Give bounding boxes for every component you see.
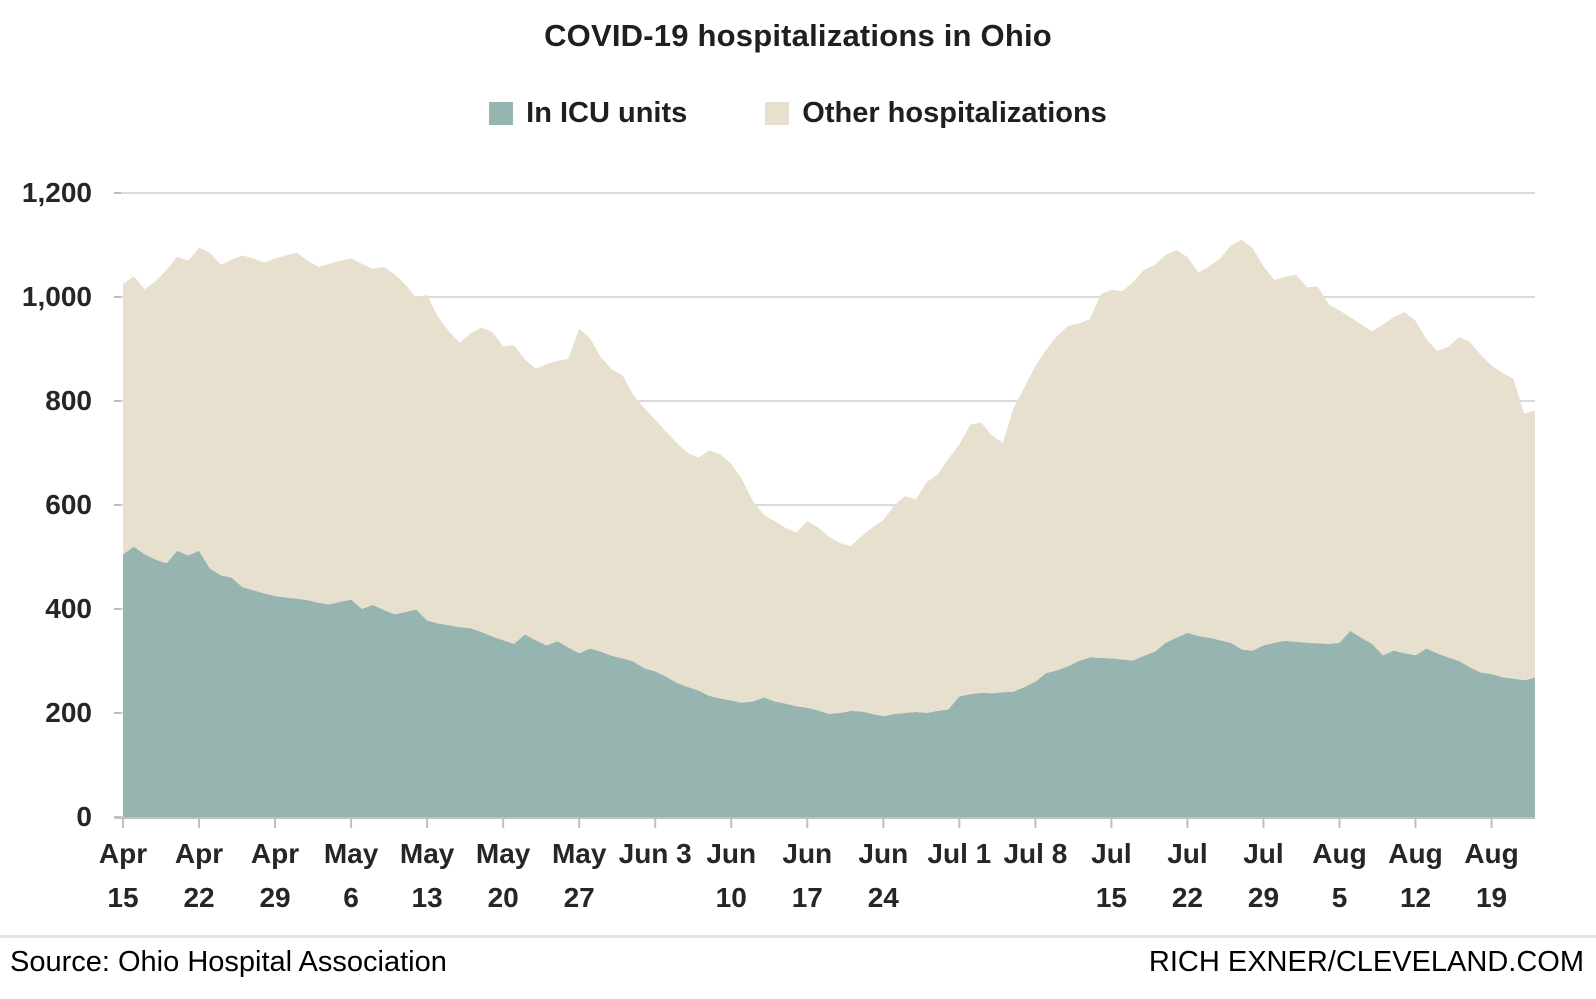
legend-item-icu: In ICU units [489, 97, 687, 130]
x-axis-label: Jun 17 [782, 838, 833, 913]
source-credit: Source: Ohio Hospital Association [10, 946, 447, 978]
icu-area [123, 546, 1535, 817]
other-area [123, 239, 1535, 717]
legend-label-other: Other hospitalizations [802, 97, 1107, 129]
y-axis-label: 1,200 [21, 177, 92, 208]
legend: In ICU units Other hospitalizations [0, 97, 1596, 130]
y-axis-label: 200 [45, 697, 92, 728]
x-axis-label: Apr 29 [250, 838, 300, 913]
legend-label-icu: In ICU units [526, 97, 688, 129]
x-axis-label: May 20 [475, 838, 531, 913]
x-axis-label: Apr 22 [174, 838, 224, 913]
y-axis-label: 0 [76, 801, 92, 832]
x-axis-label: May 27 [551, 838, 607, 913]
other-swatch-icon [765, 102, 790, 125]
page-title: COVID-19 hospitalizations in Ohio [544, 18, 1052, 53]
x-axis-label: Jul 1 [927, 838, 992, 869]
y-axis-label: 400 [45, 593, 92, 624]
x-axis-label: Jul 22 [1167, 838, 1208, 913]
legend-item-other: Other hospitalizations [765, 97, 1107, 130]
icu-swatch-icon [489, 102, 514, 125]
x-axis-label: Jun 24 [858, 838, 909, 913]
x-axis-label: May 13 [399, 838, 455, 913]
x-axis-label: Aug 19 [1464, 838, 1519, 913]
x-axis-label: Aug 12 [1388, 838, 1443, 913]
x-axis-label: Jun 3 [618, 838, 692, 869]
x-axis-label: Aug 5 [1312, 838, 1367, 913]
y-axis-label: 600 [45, 489, 92, 520]
author-credit: RICH EXNER/CLEVELAND.COM [1148, 946, 1584, 978]
x-axis-label: Jul 29 [1243, 838, 1284, 913]
x-axis-label: Jul 15 [1091, 838, 1132, 913]
x-axis-label: Apr 15 [98, 838, 148, 913]
x-axis-label: Jul 8 [1003, 838, 1068, 869]
footer-divider [0, 935, 1596, 938]
y-axis-label: 800 [45, 385, 92, 416]
x-axis-label: Jun 10 [706, 838, 757, 913]
y-axis-label: 1,000 [21, 281, 92, 312]
x-axis-label: May 6 [323, 838, 379, 913]
